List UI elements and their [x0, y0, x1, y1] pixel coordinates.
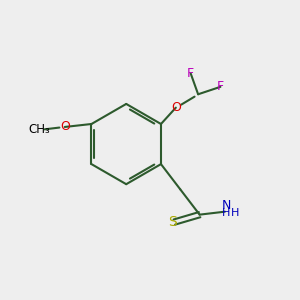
- Text: F: F: [187, 67, 194, 80]
- Text: F: F: [217, 80, 224, 93]
- Text: O: O: [60, 121, 70, 134]
- Text: CH₃: CH₃: [28, 123, 50, 136]
- Text: S: S: [169, 215, 177, 229]
- Text: H: H: [222, 208, 230, 218]
- Text: N: N: [222, 199, 231, 212]
- Text: O: O: [171, 101, 181, 114]
- Text: H: H: [231, 208, 239, 218]
